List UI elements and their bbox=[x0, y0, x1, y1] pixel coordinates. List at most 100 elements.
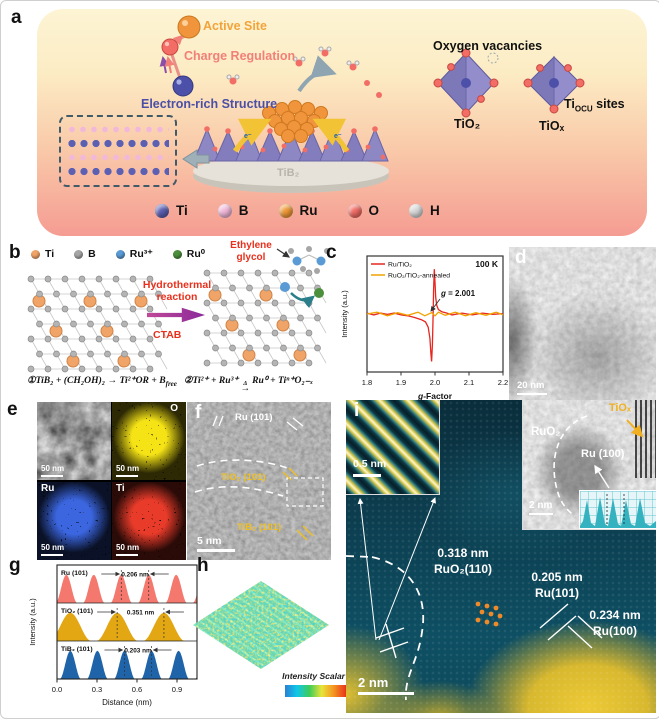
scalebar-ru: 50 nm bbox=[41, 543, 64, 556]
svg-text:2.0: 2.0 bbox=[430, 378, 440, 387]
tio2-octahedron bbox=[433, 48, 499, 118]
panel-i-annotations bbox=[346, 497, 603, 701]
legend-item-o: O bbox=[347, 203, 379, 218]
ru-cluster bbox=[262, 100, 328, 143]
reduction-arrow bbox=[290, 292, 315, 309]
boron-layer bbox=[67, 154, 169, 161]
tio2-label: TiO₂ bbox=[454, 117, 481, 131]
ruo2-lattice-marks bbox=[375, 623, 409, 659]
tem-inset: RuO₂ Ru (100) TiOₓ 2 nm bbox=[522, 400, 656, 530]
ethylene-glycol-label: Ethylene glycol bbox=[230, 240, 272, 263]
e-minus-right: e⁻ bbox=[334, 133, 342, 140]
eds-ti-cell: Ti 50 nm bbox=[112, 481, 186, 560]
scalebar-ti: 50 nm bbox=[116, 543, 139, 556]
panel-label-g: g bbox=[9, 555, 21, 576]
ti-ball bbox=[155, 203, 169, 218]
ru101-annotation: Ru (101) bbox=[235, 412, 273, 423]
svg-text:g-Factor: g-Factor bbox=[417, 391, 453, 401]
panel-f-hrtem: f Ru (101) TiO₂ (101) TiB₂ (101) 5 nm bbox=[187, 402, 331, 560]
zoom-out-arrow bbox=[182, 149, 210, 169]
tib2-101-annotation: TiB₂ (101) bbox=[237, 522, 282, 533]
svg-text:2.1: 2.1 bbox=[464, 378, 474, 387]
svg-text:0.351 nm: 0.351 nm bbox=[127, 610, 155, 617]
colorbar-label: Intensity Scalar bbox=[282, 671, 345, 681]
panel-label-h: h bbox=[197, 555, 209, 576]
fringe-scalebar-bar bbox=[353, 474, 381, 477]
element-label-ru: Ru bbox=[41, 482, 55, 494]
tio2-101-annotation: TiO₂ (101) bbox=[221, 472, 266, 483]
eds-map-grid: 50 nm O 50 nm Ru 50 nm Ti 50 nm bbox=[37, 402, 186, 560]
reaction-equations: ①TiB₂ + (CH₂OH)₂ → Ti²⁺OR + Bfree ②Ti²⁺ … bbox=[27, 375, 333, 393]
legend-item-ru: Ru bbox=[278, 203, 318, 218]
o-ball bbox=[347, 203, 362, 218]
eds-mask bbox=[112, 402, 186, 481]
ruo2-label: RuO₂ bbox=[531, 426, 561, 438]
water-molecules bbox=[226, 46, 382, 98]
scalebar-tem-inset: 2 nm bbox=[529, 500, 553, 515]
b-ball bbox=[217, 203, 232, 218]
line-profile-mini-inset bbox=[579, 490, 656, 529]
svg-text:0.203 nm: 0.203 nm bbox=[124, 648, 152, 655]
panel-b-legend: Ti B Ru³⁺ Ru⁰ bbox=[31, 248, 205, 260]
svg-text:Ru (101): Ru (101) bbox=[61, 570, 88, 577]
charge-sphere bbox=[161, 38, 179, 56]
electron-arrow-left bbox=[232, 118, 272, 153]
tib2-structure-box bbox=[59, 115, 177, 187]
tem-shading bbox=[509, 247, 656, 403]
ru0-dot bbox=[172, 249, 182, 259]
panel-a-legend: Ti B Ru O H bbox=[155, 203, 440, 218]
surface-plot-3d bbox=[193, 581, 329, 669]
ru101-annotation: 0.205 nm Ru(101) bbox=[531, 570, 583, 600]
ru100-label: Ru (100) bbox=[581, 448, 625, 460]
legend-item-ru0: Ru⁰ bbox=[172, 248, 205, 260]
legend-item-h: H bbox=[409, 203, 440, 218]
hydrothermal-label: Hydrothermal reaction bbox=[142, 279, 212, 304]
ctab-label: CTAB bbox=[153, 329, 182, 341]
panel-label-e: e bbox=[7, 399, 18, 420]
panel-label-i: i bbox=[354, 400, 360, 421]
scalebar-d: 20 nm bbox=[517, 380, 547, 395]
scalebar-f: 5 nm bbox=[197, 535, 235, 552]
svg-text:0.3: 0.3 bbox=[92, 685, 102, 694]
panel-label-b: b bbox=[9, 242, 21, 263]
legend-item-ti: Ti bbox=[155, 203, 188, 218]
fringe-scalebar-text: 0.5 nm bbox=[353, 458, 387, 470]
e-minus-left: e⁻ bbox=[244, 133, 252, 140]
intensity-profile-chart: Ru (101) 0.206 nm TiO₂ (101) 0.351 nm TiB₂ (… bbox=[28, 564, 198, 707]
svg-text:1.9: 1.9 bbox=[396, 378, 406, 387]
legend-item-ti: Ti bbox=[31, 248, 54, 260]
eds-mask bbox=[112, 481, 186, 560]
ruo2-110-annotation: 0.318 nm RuO₂(110) bbox=[433, 546, 492, 576]
electron-sphere bbox=[172, 75, 194, 97]
eg-molecule bbox=[276, 246, 330, 309]
tiox-lattice-stripes bbox=[635, 400, 656, 478]
panel-label-a: a bbox=[11, 7, 22, 28]
panel-f-annotations bbox=[194, 415, 324, 541]
svg-text:Intensity (a.u.): Intensity (a.u.) bbox=[28, 598, 37, 646]
panel-label-d: d bbox=[515, 247, 527, 268]
panel-label-f: f bbox=[195, 402, 202, 423]
tiocu-label: TiOCU sites bbox=[564, 97, 625, 114]
tib2-lattice-after bbox=[203, 269, 327, 367]
ru3-ion bbox=[280, 282, 290, 292]
tiox-label: TiOₓ bbox=[539, 119, 565, 133]
ru-ball bbox=[278, 203, 293, 218]
ru100-lattice-marks bbox=[567, 615, 603, 649]
titanium-layer bbox=[67, 139, 169, 148]
epr-chart: 1.8 1.9 2.0 2.1 2.2 g-Factor Intensity (a.u.) R… bbox=[340, 255, 508, 401]
svg-text:0.6: 0.6 bbox=[132, 685, 142, 694]
legend-item-ru3: Ru³⁺ bbox=[115, 248, 153, 260]
panel-label-c: c bbox=[326, 242, 337, 263]
titanium-layer bbox=[67, 167, 169, 176]
svg-text:Ru/TiO₂: Ru/TiO₂ bbox=[388, 262, 412, 269]
eds-haadf-cell: 50 nm bbox=[37, 402, 111, 481]
electron-rich-label: Electron-rich Structure bbox=[141, 97, 278, 111]
panel-a-decor: e⁻ e⁻ bbox=[159, 15, 585, 193]
scalebar-i: 2 nm bbox=[358, 675, 414, 695]
b-dot bbox=[74, 249, 84, 259]
svg-text:Intensity (a.u.): Intensity (a.u.) bbox=[340, 290, 349, 338]
svg-text:g = 2.001: g = 2.001 bbox=[440, 289, 476, 298]
scalebar-haadf: 50 nm bbox=[41, 464, 64, 477]
tiox-label: TiOₓ bbox=[608, 402, 631, 414]
